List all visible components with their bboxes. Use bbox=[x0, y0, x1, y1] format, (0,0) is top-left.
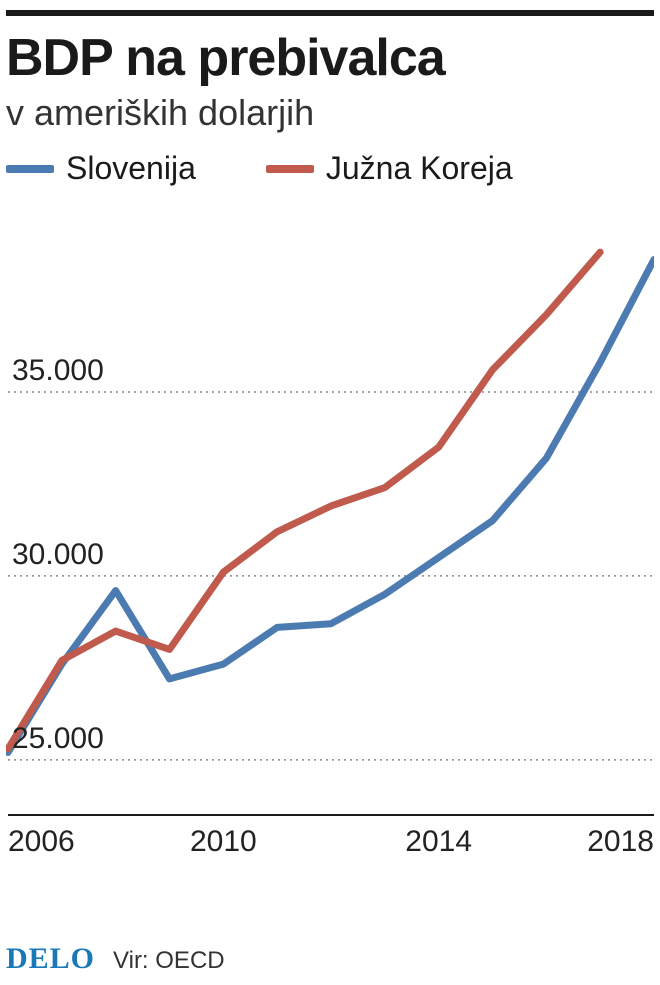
y-axis-tick-label: 35.000 bbox=[12, 354, 104, 388]
source-text: Vir: OECD bbox=[113, 947, 225, 975]
x-axis-tick-label: 2010 bbox=[178, 825, 268, 859]
x-axis-tick-label: 2014 bbox=[394, 825, 484, 859]
legend-item: Slovenija bbox=[6, 150, 196, 187]
top-rule bbox=[6, 10, 654, 16]
y-axis-tick-label: 30.000 bbox=[12, 538, 104, 572]
x-axis-tick-label: 2018 bbox=[564, 825, 654, 859]
legend-label: Slovenija bbox=[66, 150, 196, 187]
legend-swatch bbox=[266, 165, 314, 173]
legend-item: Južna Koreja bbox=[266, 150, 513, 187]
legend-label: Južna Koreja bbox=[326, 150, 513, 187]
footer: DELO Vir: OECD bbox=[6, 942, 654, 976]
legend-swatch bbox=[6, 165, 54, 173]
brand-logo: DELO bbox=[6, 942, 95, 976]
page-subtitle: v ameriških dolarjih bbox=[6, 92, 314, 134]
x-axis-tick-label: 2006 bbox=[8, 825, 98, 859]
y-axis-tick-label: 25.000 bbox=[12, 722, 104, 756]
page-title: BDP na prebivalca bbox=[6, 28, 445, 88]
legend: Slovenija Južna Koreja bbox=[6, 150, 654, 187]
chart-area: 25.000 30.000 35.000 2006 2010 2014 2018 bbox=[6, 200, 654, 880]
